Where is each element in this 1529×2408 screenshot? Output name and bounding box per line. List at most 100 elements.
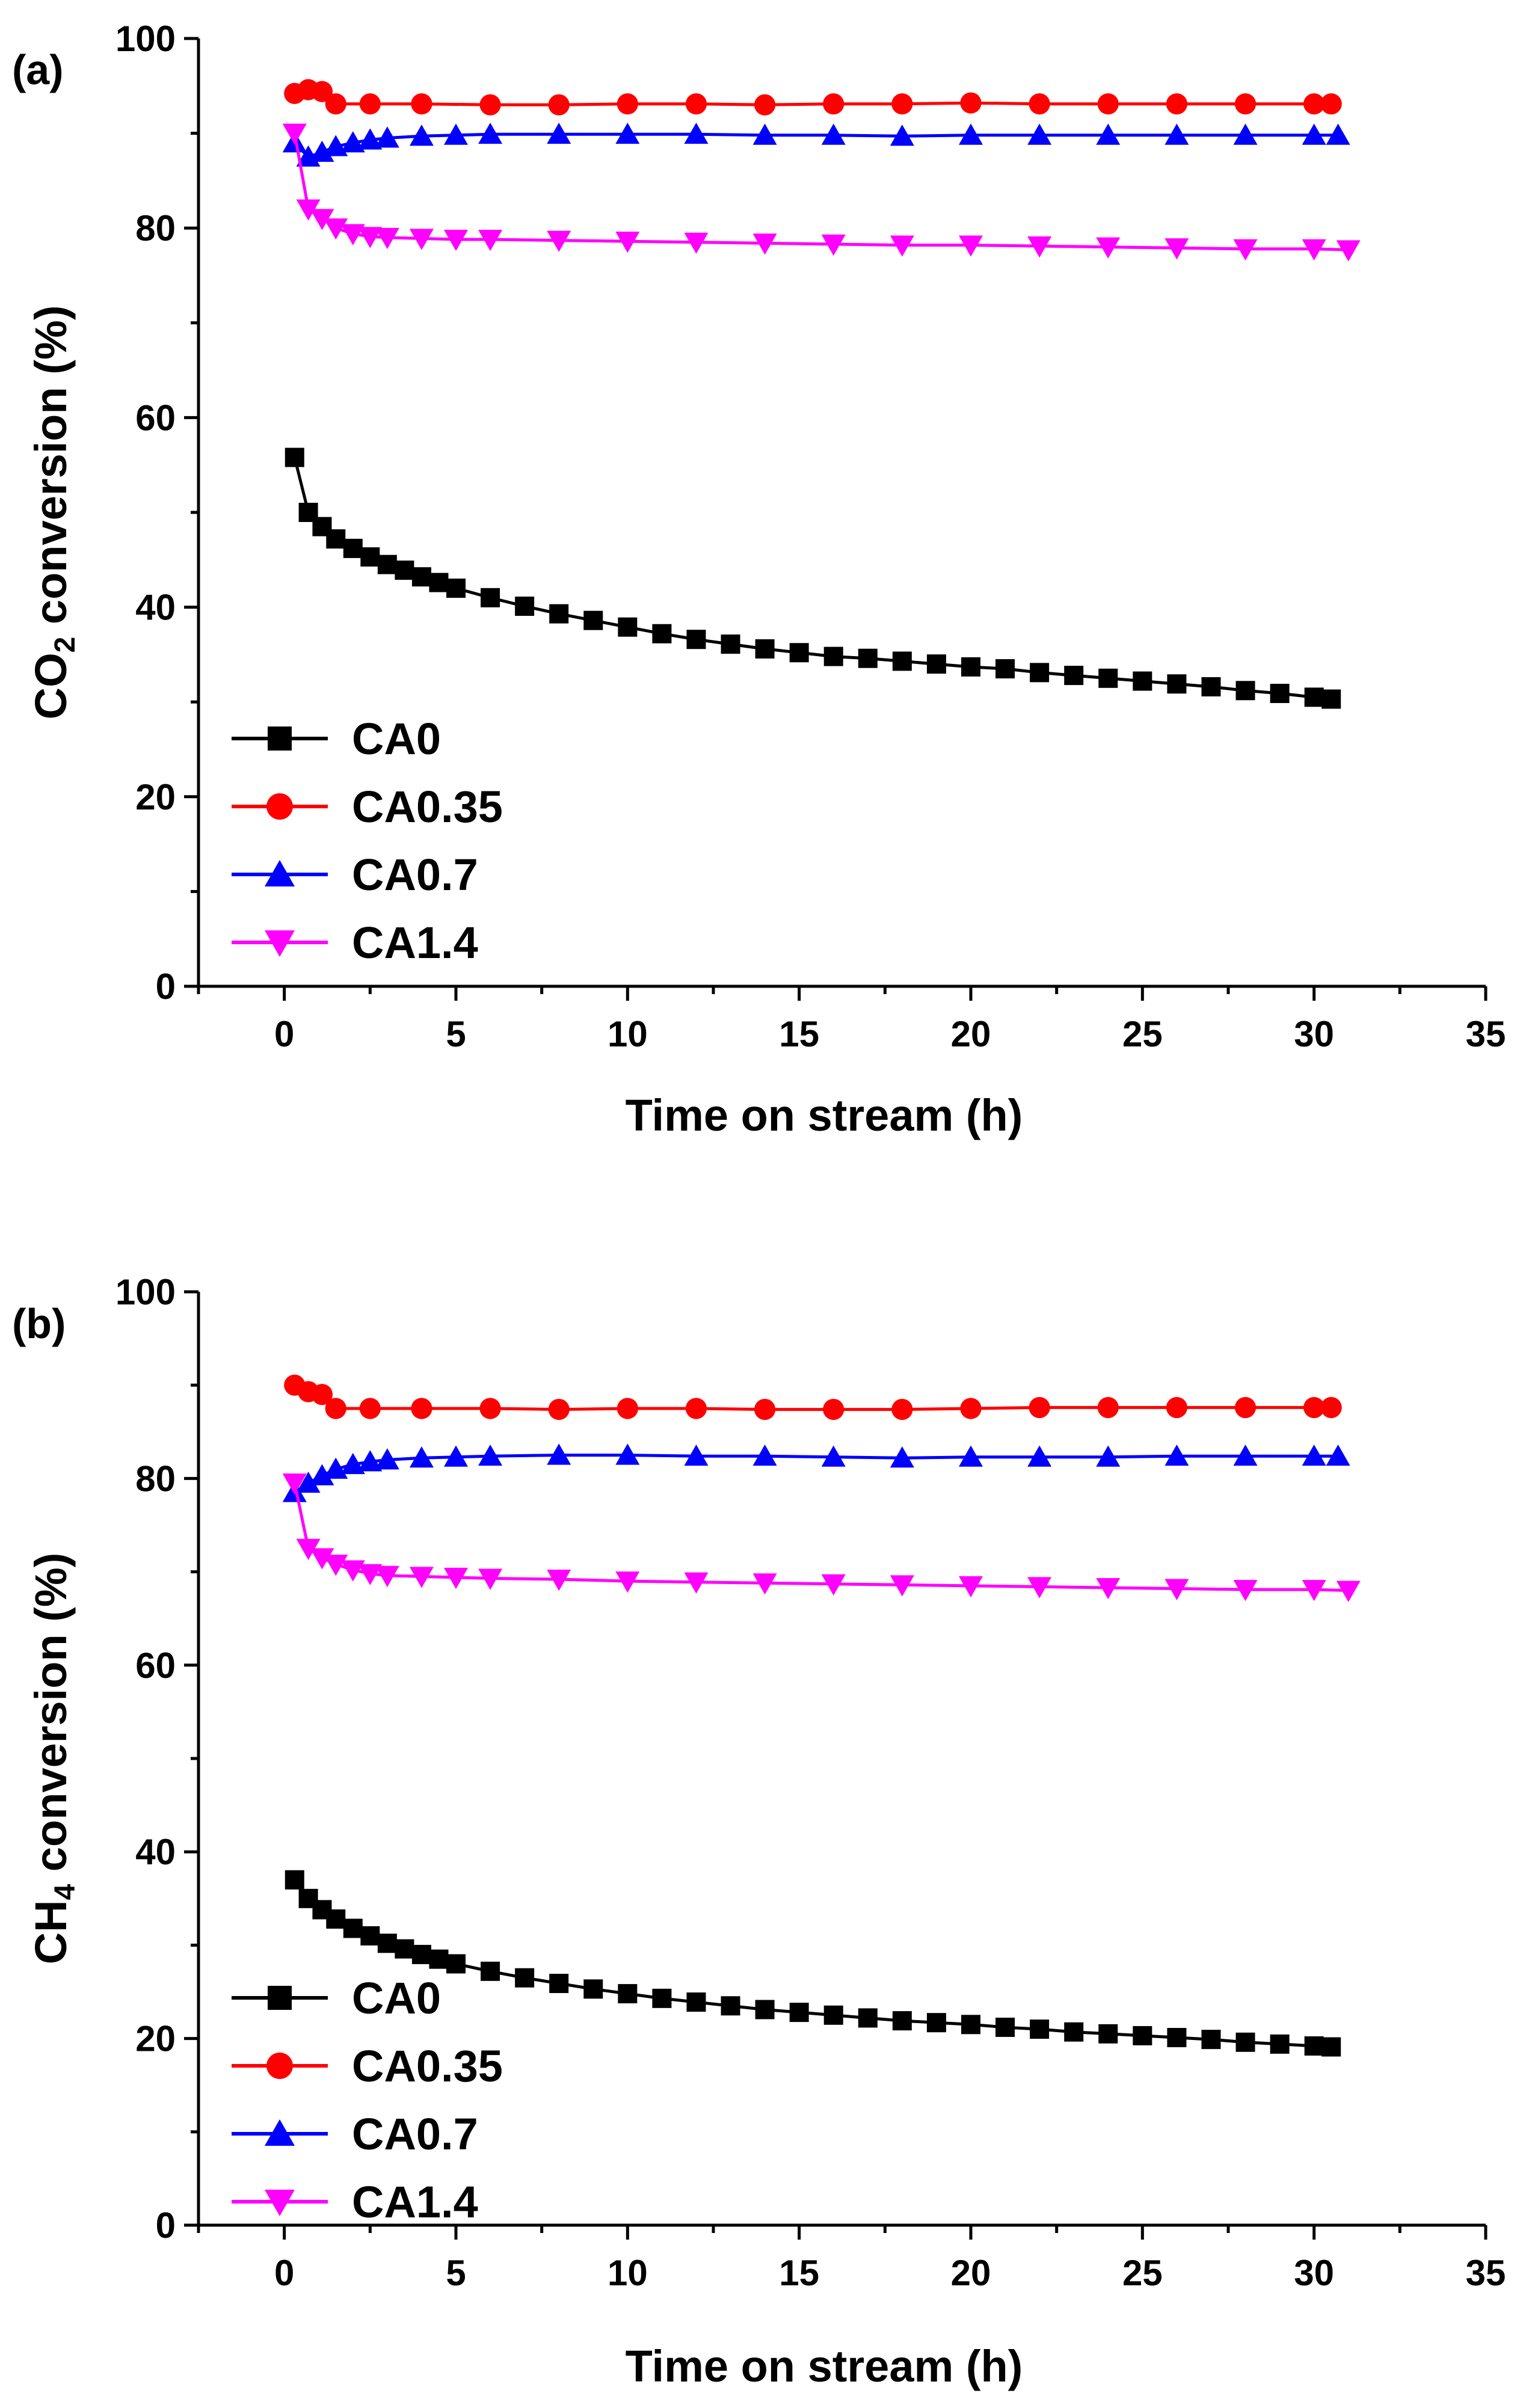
legend-label: CA0.7 (352, 850, 478, 900)
data-point (754, 94, 776, 115)
series-CA0.35 (284, 79, 1342, 115)
x-tick-label: 15 (779, 2253, 819, 2293)
data-point (1303, 1396, 1325, 1419)
y-tick-label: 60 (135, 398, 176, 438)
series-CA0 (285, 447, 1341, 709)
data-point (1201, 677, 1221, 696)
legend-entry: CA0.7 (232, 2109, 478, 2159)
x-tick-label: 10 (608, 2253, 648, 2293)
data-point (961, 657, 980, 677)
data-point (686, 630, 706, 650)
data-point (1097, 93, 1119, 115)
data-point (615, 1571, 640, 1593)
y-tick-label: 80 (135, 208, 176, 248)
data-point (1234, 1396, 1257, 1419)
data-point (478, 1444, 503, 1466)
data-point (789, 2003, 809, 2023)
data-point (479, 1398, 501, 1419)
data-point (1030, 2019, 1050, 2039)
data-point (1270, 2034, 1290, 2054)
data-point (960, 92, 982, 114)
x-tick-label: 5 (446, 1014, 466, 1054)
data-point (891, 1398, 913, 1421)
data-point (444, 230, 468, 251)
y-axis-title: CH4 conversion (%) (26, 1553, 81, 1965)
data-point (515, 597, 535, 616)
data-point (411, 93, 432, 115)
data-point (686, 1992, 706, 2012)
data-point (823, 2005, 843, 2025)
data-point (890, 1446, 914, 1468)
data-point (684, 232, 709, 254)
data-point (1320, 1396, 1342, 1419)
data-point (755, 639, 775, 659)
x-axis-title: Time on stream (h) (626, 2341, 1023, 2391)
y-tick-label: 0 (156, 2205, 176, 2246)
data-point (1164, 1444, 1189, 1466)
data-point (360, 1926, 380, 1946)
data-point (1097, 1396, 1119, 1419)
data-point (409, 1567, 434, 1588)
y-tick-label: 40 (135, 588, 176, 628)
data-point (1326, 1444, 1350, 1466)
data-point (310, 140, 334, 162)
series-CA0.7 (282, 122, 1350, 167)
data-point (926, 654, 946, 674)
legend-marker (268, 1986, 292, 2010)
data-point (1233, 1444, 1258, 1466)
data-point (1233, 239, 1258, 261)
data-point (858, 648, 878, 668)
data-point (377, 1933, 397, 1953)
data-point (789, 643, 809, 663)
x-tick-label: 15 (779, 1014, 819, 1054)
data-point (311, 81, 333, 102)
data-point (375, 1448, 399, 1470)
data-point (995, 659, 1015, 679)
data-point (325, 1398, 346, 1419)
data-point (1302, 1444, 1326, 1466)
data-point (358, 128, 383, 150)
data-point (959, 123, 983, 145)
y-tick-label: 40 (135, 1832, 176, 1872)
data-point (324, 218, 348, 240)
data-point (478, 230, 503, 251)
data-point (282, 123, 307, 145)
data-point (959, 1576, 983, 1598)
data-point (296, 1538, 321, 1560)
data-point (395, 561, 414, 580)
legend-label: CA0.35 (352, 782, 503, 832)
legend-marker (265, 930, 295, 957)
legend-entry: CA0.7 (232, 850, 478, 900)
data-point (444, 123, 468, 145)
data-point (360, 547, 380, 567)
data-point (618, 617, 638, 637)
data-point (549, 1974, 569, 1994)
data-point (721, 634, 740, 654)
data-point (752, 233, 777, 255)
data-point (549, 604, 569, 624)
data-point (340, 224, 365, 245)
data-point (343, 1918, 363, 1938)
panel-b: 0 5 10 15 20 25 30 35 0 20 40 60 80 100 (b) Time on str… (12, 1272, 1506, 2391)
legend-marker (266, 2053, 293, 2079)
data-point (821, 1574, 846, 1596)
data-point (1030, 663, 1050, 683)
y-tick-label: 60 (135, 1645, 176, 1686)
data-point (340, 1452, 365, 1475)
data-point (892, 2011, 912, 2031)
data-point (343, 538, 363, 558)
data-point (446, 1954, 466, 1974)
data-point (1096, 1577, 1121, 1600)
series-CA1.4 (282, 123, 1361, 262)
data-point (1164, 238, 1189, 260)
data-point (752, 1573, 777, 1595)
data-point (684, 1572, 709, 1594)
legend-entry: CA0 (232, 1973, 441, 2023)
data-point (1233, 123, 1258, 145)
data-point (1164, 1579, 1189, 1600)
data-point (359, 1398, 381, 1419)
data-point (652, 1988, 672, 2008)
data-point (752, 123, 777, 145)
y-tick-label: 0 (156, 966, 176, 1007)
data-point (1326, 123, 1350, 145)
